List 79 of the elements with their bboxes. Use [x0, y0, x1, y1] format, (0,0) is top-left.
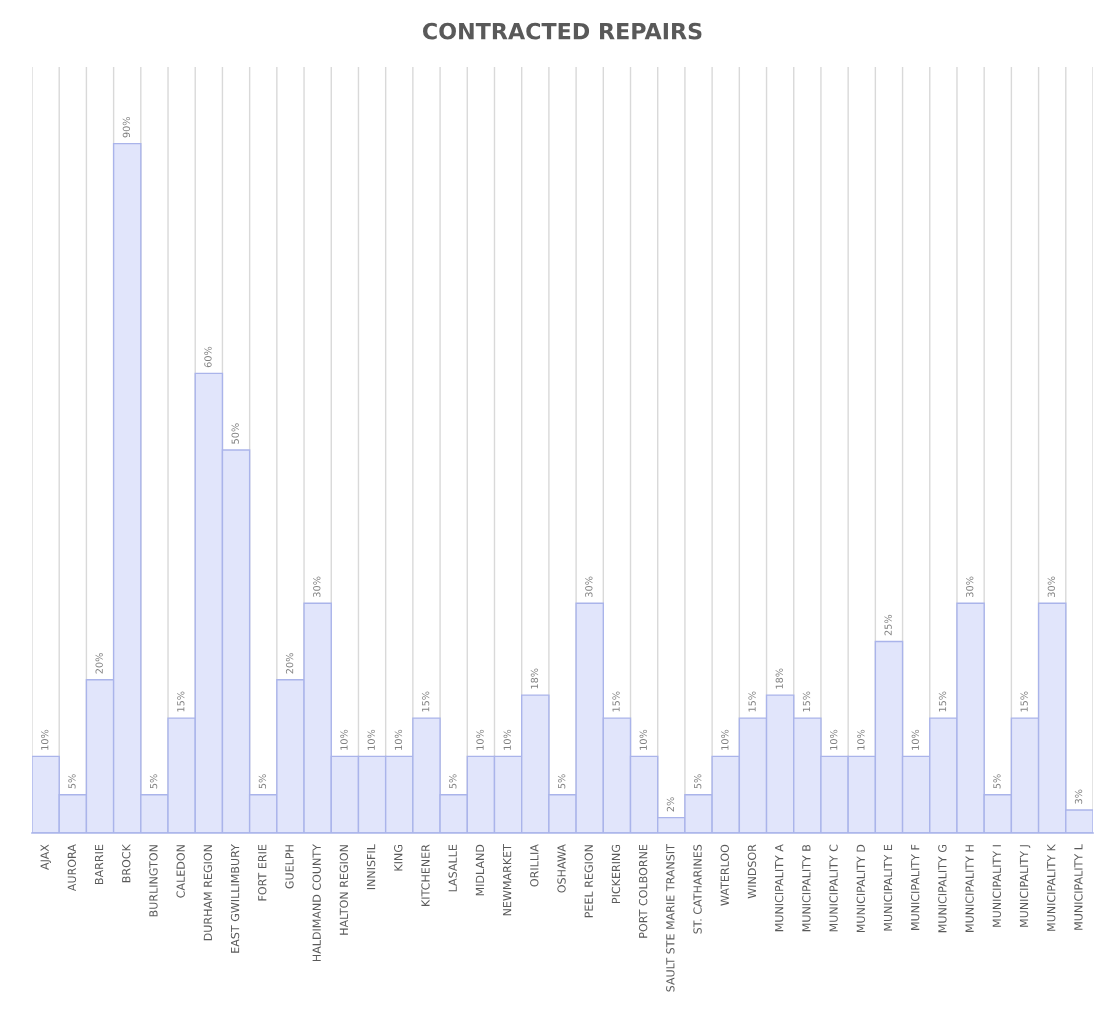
- x-tick-label: BROCK: [122, 843, 131, 883]
- data-label: 18%: [530, 668, 539, 689]
- x-tick-label: MUNICIPALITY F: [910, 844, 920, 930]
- x-tick-label: MUNICIPALITY J: [1019, 845, 1031, 927]
- data-label: 5%: [68, 774, 76, 789]
- data-label: 18%: [775, 668, 783, 689]
- data-label: 10%: [639, 729, 647, 750]
- data-label: 10%: [857, 729, 865, 750]
- x-tick-label: WATERLOO: [720, 844, 729, 906]
- data-label: 5%: [557, 774, 566, 789]
- x-tick-label: INNISFIL: [366, 844, 376, 890]
- x-tick-label: HALDIMAND COUNTY: [312, 844, 321, 962]
- data-label: 30%: [313, 576, 321, 597]
- x-tick-label: MUNICIPALITY E: [883, 844, 893, 931]
- x-tick-label: MUNICIPALITY C: [829, 844, 838, 932]
- data-label: 5%: [149, 774, 158, 789]
- data-label: 5%: [993, 774, 1001, 789]
- data-label: 10%: [911, 729, 919, 750]
- data-label: 10%: [340, 729, 348, 750]
- x-tick-label: PICKERING: [611, 845, 621, 903]
- x-tick-label: BURLINGTON: [149, 845, 158, 917]
- data-label: 10%: [830, 729, 838, 750]
- data-label: 20%: [285, 653, 294, 674]
- x-tick-label: FORT ERIE: [258, 844, 267, 901]
- x-tick-label: MUNICIPALITY I: [992, 845, 1002, 927]
- data-label: 90%: [122, 116, 131, 138]
- x-tick-label: OSHAWA: [557, 844, 566, 893]
- x-tick-label: EAST GWILLIMBURY: [230, 844, 240, 953]
- x-tick-label: MUNICIPALITY G: [938, 845, 947, 933]
- data-label: 15%: [177, 691, 185, 712]
- data-label: 30%: [585, 576, 593, 597]
- x-tick-label: KING: [394, 845, 403, 871]
- x-tick-label: SAULT STE MARIE TRANSIT: [666, 844, 675, 992]
- data-label: 10%: [41, 729, 49, 750]
- data-label: 15%: [938, 691, 947, 712]
- x-tick-label: KITCHENER: [421, 844, 430, 906]
- x-tick-label: AURORA: [67, 844, 77, 892]
- x-tick-label: LASALLE: [448, 844, 457, 892]
- data-label: 15%: [1020, 691, 1028, 712]
- data-label: 10%: [367, 729, 375, 750]
- data-label: 5%: [449, 774, 457, 789]
- chart-title: CONTRACTED REPAIRS: [422, 22, 702, 40]
- data-label: 5%: [693, 774, 702, 789]
- x-tick-label: CALEDON: [176, 845, 185, 898]
- x-tick-label: MUNICIPALITY B: [802, 844, 811, 932]
- data-label: 30%: [966, 576, 974, 597]
- data-label: 10%: [394, 729, 403, 750]
- data-label: 25%: [884, 614, 892, 636]
- data-label: 30%: [1047, 576, 1056, 597]
- x-tick-label: ST. CATHARINES: [693, 844, 702, 934]
- data-label: 5%: [258, 774, 267, 789]
- data-label: 3%: [1074, 789, 1083, 804]
- data-label: 10%: [721, 729, 729, 750]
- data-label: 10%: [476, 729, 484, 750]
- data-label: 15%: [748, 691, 756, 712]
- x-tick-label: HALTON REGION: [339, 845, 349, 935]
- x-tick-label: NEWMARKET: [503, 844, 512, 916]
- x-tick-label: MUNICIPALITY A: [774, 844, 784, 932]
- data-label: 50%: [231, 423, 239, 444]
- data-label: 15%: [612, 691, 620, 712]
- x-tick-label: AJAX: [40, 844, 51, 870]
- x-tick-label: ORILLIA: [530, 844, 539, 887]
- x-tick-label: MUNICIPALITY H: [965, 845, 974, 932]
- x-tick-label: MUNICIPALITY K: [1047, 843, 1056, 931]
- x-tick-label: GUELPH: [285, 845, 294, 889]
- x-tick-label: WINDSOR: [747, 844, 757, 899]
- x-tick-label: MUNICIPALITY L: [1074, 844, 1083, 930]
- data-label: 20%: [95, 653, 103, 674]
- x-tick-label: BARRIE: [94, 844, 104, 884]
- x-tick-label: DURHAM REGION: [203, 845, 213, 941]
- data-label: 15%: [421, 691, 430, 712]
- x-tick-label: MIDLAND: [475, 844, 484, 896]
- x-tick-label: PEEL REGION: [584, 845, 593, 918]
- x-tick-label: MUNICIPALITY D: [856, 844, 865, 933]
- data-label: 10%: [503, 729, 511, 750]
- x-tick-label: PORT COLBORNE: [638, 844, 648, 938]
- data-label: 15%: [802, 691, 811, 712]
- data-label: 2%: [666, 797, 675, 812]
- data-label: 60%: [204, 346, 212, 368]
